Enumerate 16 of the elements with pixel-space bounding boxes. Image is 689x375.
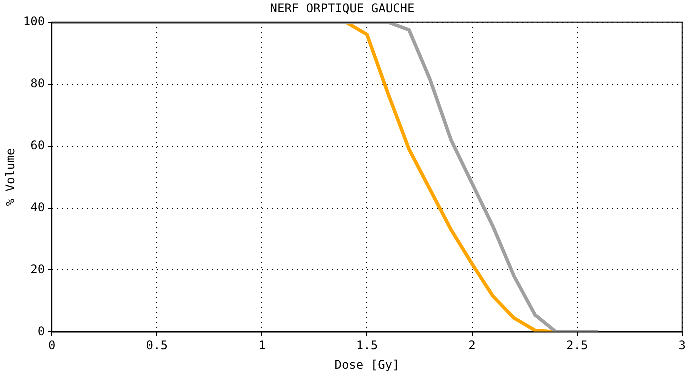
chart-title: NERF ORPTIQUE GAUCHE [270,1,415,16]
x-tick-label: 0 [48,338,56,353]
y-axis-title: % Volume [3,148,18,206]
x-axis-title: Dose [Gy] [334,358,400,372]
y-tick-label: 20 [30,262,46,276]
y-tick-label: 80 [30,76,46,90]
y-tick-label: 0 [38,324,46,338]
x-tick-label: 1 [258,338,266,353]
y-tick-label: 60 [30,138,46,152]
y-tick-label: 100 [23,14,46,29]
x-tick-label: 2.5 [566,338,588,353]
x-tick-label: 2 [468,338,476,353]
y-tick-label: 40 [30,200,46,214]
x-tick-label: 1.5 [356,338,378,353]
x-tick-label: 0.5 [146,338,168,353]
x-tick-label: 3 [678,338,686,353]
